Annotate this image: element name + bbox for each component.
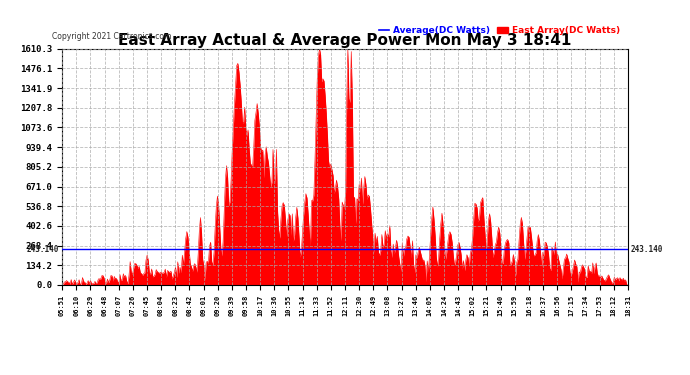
Title: East Array Actual & Average Power Mon May 3 18:41: East Array Actual & Average Power Mon Ma… <box>118 33 572 48</box>
Text: 243.140: 243.140 <box>631 245 663 254</box>
Legend: Average(DC Watts), East Array(DC Watts): Average(DC Watts), East Array(DC Watts) <box>375 22 623 39</box>
Text: 243.140: 243.140 <box>27 245 59 254</box>
Text: Copyright 2021 Cartronics.com: Copyright 2021 Cartronics.com <box>52 32 171 41</box>
